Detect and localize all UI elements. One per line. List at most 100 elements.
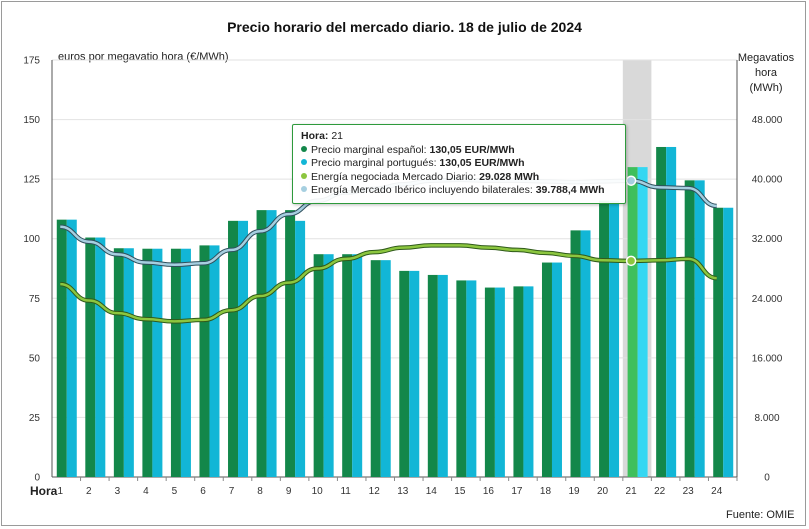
x-tick-label: 6 [200, 486, 206, 497]
series-dot-icon [301, 145, 307, 152]
bar-portuguese-price [123, 248, 134, 477]
tooltip-row-label: Precio marginal español: [311, 143, 427, 156]
bar-spanish-price [170, 248, 181, 477]
point-daily-energy-highlight [625, 255, 637, 267]
left-tick-label: 75 [29, 294, 41, 305]
bar-portuguese-price [694, 180, 705, 477]
x-tick-label: 24 [711, 486, 723, 497]
x-tick-label: 12 [369, 486, 381, 497]
bar-portuguese-price [180, 248, 191, 477]
tooltip-row-value: 130,05 EUR/MWh [439, 157, 525, 170]
bar-portuguese-price [523, 286, 534, 477]
bar-portuguese-price [152, 248, 163, 477]
bar-portuguese-price [637, 167, 648, 477]
bar-portuguese-price [437, 274, 448, 477]
bar-spanish-price [599, 200, 610, 478]
tooltip-row-iberian-energy: Energía Mercado Ibérico incluyendo bilat… [301, 184, 617, 198]
x-tick-label: 17 [511, 486, 523, 497]
bar-portuguese-price [409, 270, 420, 477]
right-tick-label: 0 [764, 473, 770, 484]
x-axis-label: Hora [30, 484, 58, 498]
tooltip-row-portuguese-price: Precio marginal portugués: 130,05 EUR/MW… [301, 157, 617, 171]
bar-spanish-price [370, 260, 381, 477]
series-dot-icon [301, 172, 307, 179]
bar-spanish-price [142, 248, 153, 477]
bar-spanish-price [285, 210, 296, 477]
left-tick-label: 150 [23, 115, 40, 126]
x-tick-label: 18 [540, 486, 552, 497]
bar-spanish-price [427, 274, 438, 477]
bar-portuguese-price [380, 260, 391, 477]
x-tick-label: 5 [172, 486, 178, 497]
tooltip-header: Hora: 21 [301, 130, 617, 144]
bar-portuguese-price [666, 146, 677, 477]
left-tick-label: 0 [34, 473, 40, 484]
bar-spanish-price [342, 254, 353, 477]
bar-portuguese-price [723, 207, 734, 478]
bar-spanish-price [313, 254, 324, 477]
x-tick-label: 15 [454, 486, 466, 497]
hover-tooltip: Hora: 21 Precio marginal español: 130,05… [292, 124, 626, 204]
right-tick-label: 32.000 [752, 234, 783, 245]
right-axis-label-line-2: hora [754, 67, 778, 79]
x-tick-label: 8 [257, 486, 263, 497]
bar-portuguese-price [95, 237, 106, 477]
bar-portuguese-price [466, 280, 477, 477]
right-axis-label-line-3: (MWh) [749, 82, 783, 94]
bar-spanish-price [56, 219, 67, 477]
bar-spanish-price [541, 262, 552, 477]
right-axis-label: Megavatios hora (MWh) [726, 51, 806, 96]
left-tick-label: 100 [23, 234, 40, 245]
x-tick-label: 13 [397, 486, 409, 497]
bar-spanish-price [713, 207, 724, 478]
point-iberian-energy-highlight [625, 175, 637, 186]
x-tick-label: 19 [568, 486, 580, 497]
tooltip-header-value: 21 [331, 130, 344, 142]
source-note: Fuente: OMIE [726, 509, 795, 521]
bar-portuguese-price [238, 220, 249, 478]
x-tick-label: 14 [426, 486, 438, 497]
bar-portuguese-price [580, 230, 591, 477]
tooltip-header-label: Hora: [301, 130, 329, 142]
left-tick-label: 125 [23, 175, 40, 186]
bar-portuguese-price [266, 210, 277, 477]
bar-spanish-price [484, 287, 495, 477]
left-tick-label: 175 [23, 56, 40, 67]
tooltip-row-daily-energy: Energía negociada Mercado Diario: 29.028… [301, 171, 617, 185]
tooltip-row-value: 130,05 EUR/MWh [429, 143, 515, 156]
bar-portuguese-price [352, 254, 363, 477]
bar-portuguese-price [609, 200, 620, 478]
bar-spanish-price [199, 245, 210, 477]
bar-portuguese-price [66, 219, 77, 477]
bar-spanish-price [570, 230, 581, 477]
x-tick-label: 16 [483, 486, 495, 497]
x-tick-label: 3 [115, 486, 121, 497]
bar-portuguese-price [323, 254, 334, 477]
x-tick-label: 2 [86, 486, 92, 497]
bar-spanish-price [228, 220, 239, 478]
x-tick-label: 7 [229, 486, 235, 497]
series-dot-icon [301, 159, 307, 166]
bar-spanish-price [85, 237, 96, 477]
bar-portuguese-price [551, 262, 562, 477]
tooltip-row-value: 39.788,4 MWh [535, 184, 605, 197]
left-tick-label: 25 [29, 413, 41, 424]
x-tick-label: 23 [683, 486, 695, 497]
chart-title: Precio horario del mercado diario. 18 de… [227, 19, 582, 35]
line-daily-energy [60, 244, 717, 323]
bar-spanish-price [656, 146, 667, 477]
x-tick-label: 1 [57, 486, 63, 497]
left-tick-label: 50 [29, 353, 41, 364]
x-tick-label: 9 [286, 486, 292, 497]
tooltip-row-label: Energía Mercado Ibérico incluyendo bilat… [311, 184, 533, 197]
bar-spanish-price [256, 210, 267, 477]
right-tick-label: 48.000 [752, 115, 783, 126]
tooltip-row-value: 29.028 MWh [479, 170, 540, 183]
right-tick-label: 8.000 [754, 413, 779, 424]
bar-portuguese-price [295, 220, 306, 478]
right-tick-label: 24.000 [752, 294, 783, 305]
x-tick-label: 10 [312, 486, 324, 497]
x-tick-label: 20 [597, 486, 609, 497]
